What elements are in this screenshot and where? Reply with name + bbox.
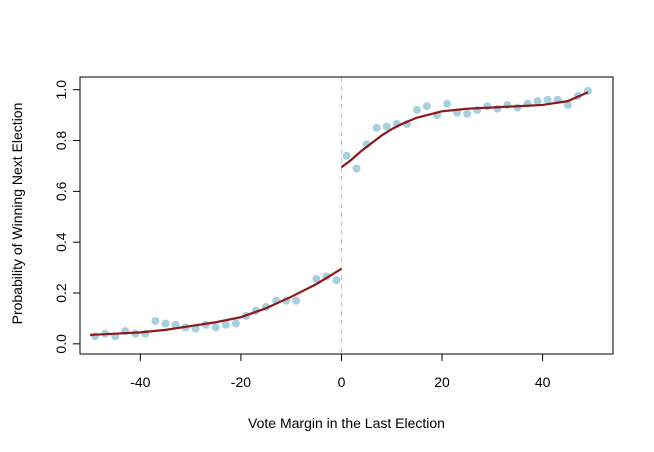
x-tick-label: 20 — [434, 374, 450, 390]
data-point — [493, 104, 502, 113]
fit-line-right — [340, 91, 589, 169]
y-tick-label: 1.0 — [53, 80, 69, 100]
data-point — [563, 100, 572, 109]
plot-area — [90, 77, 592, 354]
data-point — [221, 320, 230, 329]
data-point — [463, 109, 472, 118]
data-point — [382, 122, 391, 131]
x-tick-label: -20 — [231, 374, 251, 390]
data-point — [483, 102, 492, 111]
y-tick-label: 0.4 — [53, 232, 69, 252]
data-point — [312, 275, 321, 284]
y-tick-label: 0.2 — [53, 283, 69, 303]
x-tick-label: 40 — [535, 374, 551, 390]
data-point — [231, 319, 240, 328]
data-point — [543, 95, 552, 104]
data-point — [533, 97, 542, 106]
data-point — [171, 320, 180, 329]
data-point — [422, 102, 431, 111]
y-axis-label: Probability of Winning Next Election — [9, 103, 25, 325]
data-point — [91, 332, 100, 341]
y-tick-label: 0.8 — [53, 131, 69, 151]
data-point — [161, 319, 170, 328]
data-point — [412, 106, 421, 115]
fit-line-left — [90, 267, 343, 337]
y-tick-label: 0.0 — [53, 334, 69, 354]
plot-frame — [79, 76, 614, 355]
data-point — [352, 164, 361, 173]
x-axis-label: Vote Margin in the Last Election — [248, 415, 445, 431]
data-point — [443, 99, 452, 108]
x-tick-label: -40 — [130, 374, 150, 390]
data-point — [372, 123, 381, 132]
data-point — [292, 296, 301, 305]
x-tick-label: 0 — [338, 374, 346, 390]
data-point — [513, 103, 522, 112]
data-point — [211, 323, 220, 332]
data-point — [151, 316, 160, 325]
y-axis: 0.0 0.2 0.4 0.6 0.8 1.0 — [53, 80, 81, 354]
data-point — [342, 151, 351, 160]
x-axis: -40 -20 0 20 40 — [130, 353, 551, 390]
y-tick-label: 0.6 — [53, 181, 69, 201]
data-point — [332, 276, 341, 285]
